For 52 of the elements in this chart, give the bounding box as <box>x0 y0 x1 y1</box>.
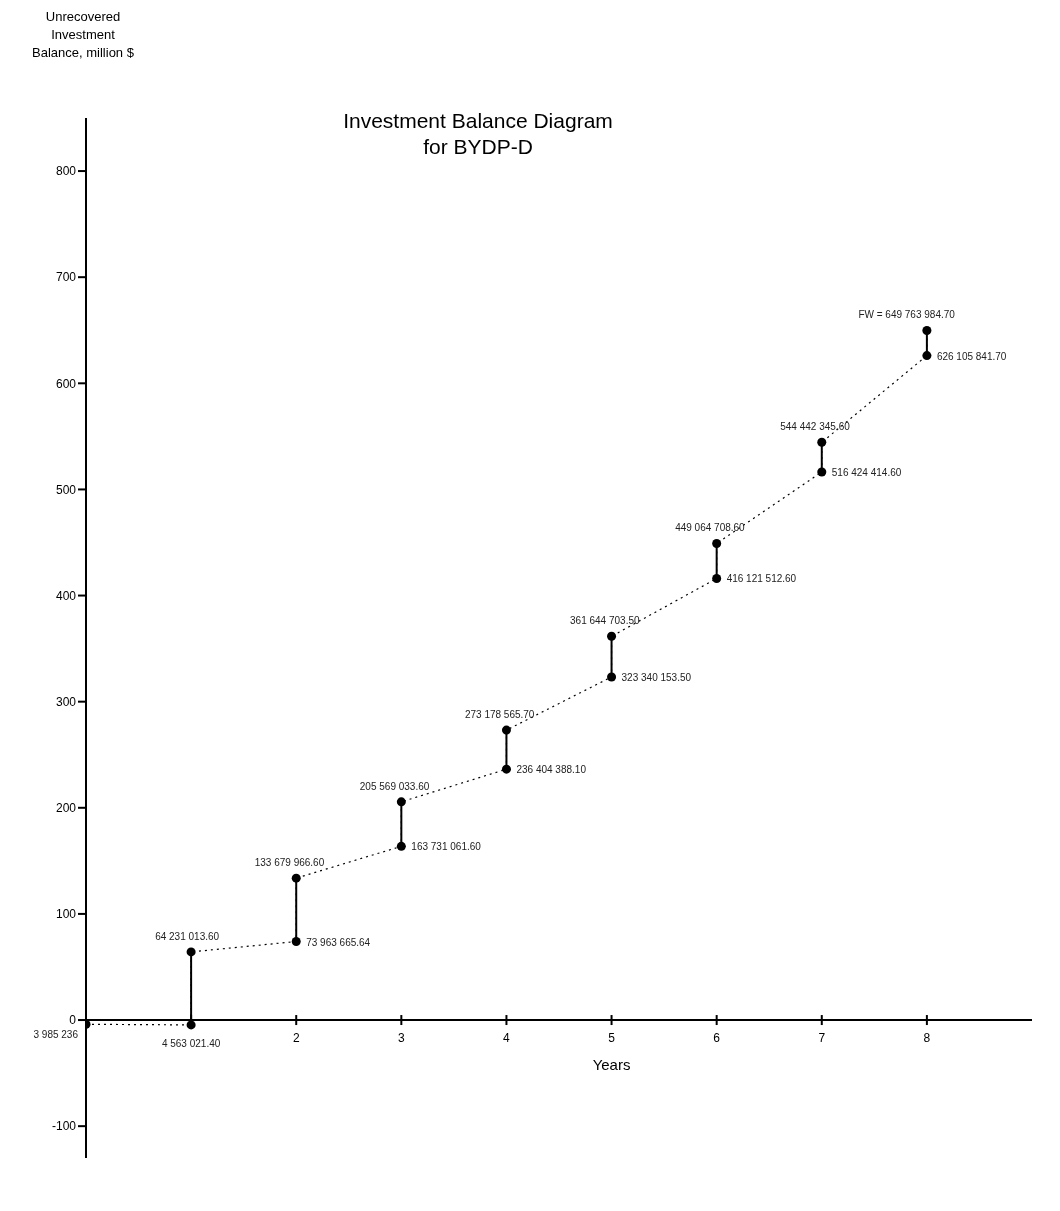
annotation: 416 121 512.60 <box>726 573 797 585</box>
annotation: 205 569 033.60 <box>359 780 430 792</box>
annotation: 163 731 061.60 <box>411 841 482 853</box>
y-tick-label: 500 <box>55 482 77 497</box>
y-tick-label: 800 <box>55 164 77 179</box>
point <box>922 351 932 361</box>
annotation: 4 563 021.40 <box>161 1037 221 1049</box>
point <box>291 937 301 947</box>
annotation: 64 231 013.60 <box>155 930 220 942</box>
point <box>396 841 406 851</box>
y-tick-label: 400 <box>55 588 77 603</box>
x-tick-label: 2 <box>292 1031 300 1046</box>
y-tick-label: 600 <box>55 376 77 391</box>
annotation: FW = 649 763 984.70 <box>858 309 956 321</box>
y-tick-label: 700 <box>55 270 77 285</box>
point <box>607 672 617 682</box>
y-axis-title: Unrecovered Investment Balance, million $ <box>31 8 135 62</box>
annotation: 449 064 708.60 <box>675 522 746 534</box>
y-tick-label: 300 <box>55 694 77 709</box>
point <box>607 631 617 641</box>
annotation: 626 105 841.70 <box>936 350 1007 362</box>
y-tick-label: 0 <box>69 1013 77 1028</box>
point <box>712 538 722 548</box>
x-tick-label: 4 <box>503 1031 511 1046</box>
annotation: 273 178 565.70 <box>464 709 535 721</box>
point <box>712 573 722 583</box>
annotation: 3 985 236 <box>33 1029 79 1041</box>
annotation: 133 679 966.60 <box>254 857 325 869</box>
y-tick-label: 100 <box>55 907 77 922</box>
chart-title: Investment Balance Diagram for BYDP-D <box>342 108 614 160</box>
point <box>501 725 511 735</box>
annotation: 516 424 414.60 <box>831 467 902 479</box>
y-tick-label: -100 <box>51 1119 77 1134</box>
x-axis-title: Years <box>592 1056 631 1074</box>
annotation: 236 404 388.10 <box>516 764 587 776</box>
x-tick-label: 8 <box>923 1031 931 1046</box>
point <box>396 797 406 807</box>
x-tick-label: 6 <box>713 1031 721 1046</box>
x-tick-label: 3 <box>397 1031 405 1046</box>
annotation: 544 442 345.60 <box>780 421 851 433</box>
point <box>501 764 511 774</box>
point <box>291 873 301 883</box>
annotation: 73 963 665.64 <box>306 936 371 948</box>
point <box>186 947 196 957</box>
annotation: 361 644 703.50 <box>570 615 640 627</box>
x-tick-label: 7 <box>818 1031 826 1046</box>
point <box>817 437 827 447</box>
annotation: 323 340 153.50 <box>621 671 692 683</box>
x-tick-label: 5 <box>608 1031 616 1046</box>
point <box>817 467 827 477</box>
y-tick-label: 200 <box>55 801 77 816</box>
point <box>922 325 932 335</box>
